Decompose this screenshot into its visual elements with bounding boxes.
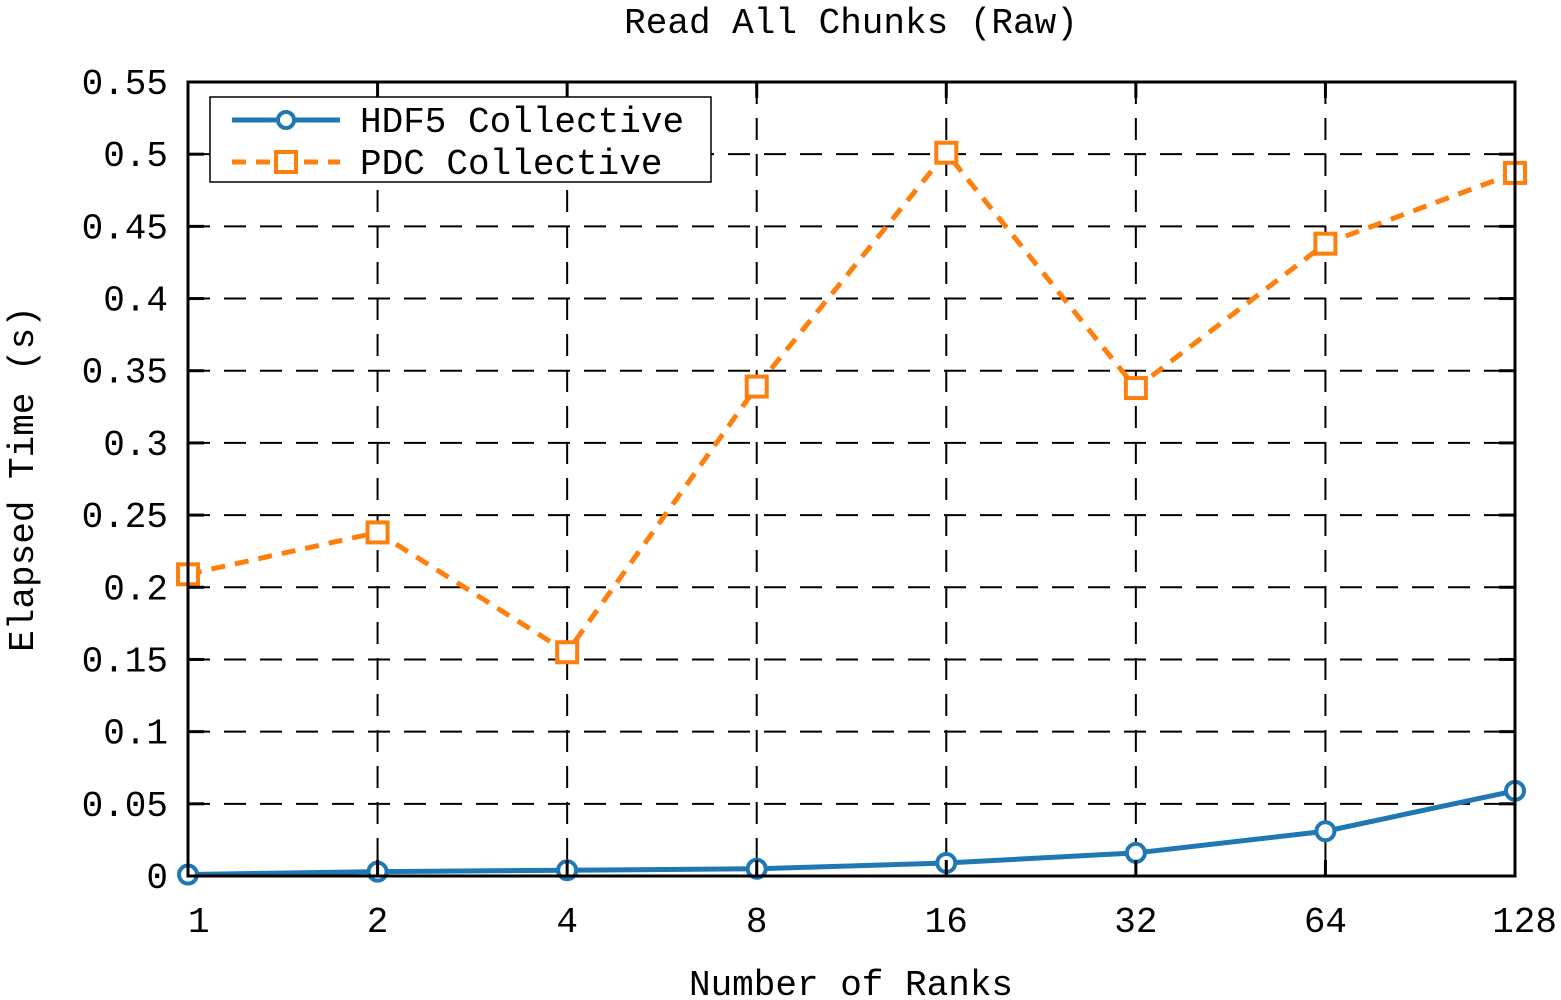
x-tick-label: 16 bbox=[925, 902, 968, 943]
plot-frame bbox=[186, 80, 1517, 878]
data-point-hdf5-collective bbox=[1124, 841, 1147, 864]
series-group bbox=[176, 140, 1527, 886]
x-tick-label: 4 bbox=[556, 902, 578, 943]
y-tick-label: 0.25 bbox=[82, 497, 168, 538]
data-point-pdc-collective bbox=[555, 640, 580, 665]
y-tick-label: 0.3 bbox=[103, 425, 168, 466]
data-point-pdc-collective bbox=[934, 140, 959, 165]
data-point-pdc-collective bbox=[365, 520, 390, 545]
chart-title: Read All Chunks (Raw) bbox=[624, 3, 1078, 44]
y-tick-label: 0.45 bbox=[82, 208, 168, 249]
legend-marker-pdc-collective bbox=[274, 150, 298, 174]
y-tick-label: 0 bbox=[146, 858, 168, 899]
y-tick-label: 0.05 bbox=[82, 786, 168, 827]
y-tick-label: 0.4 bbox=[103, 281, 168, 322]
grid-lines bbox=[188, 82, 1515, 876]
x-tick-label: 1 bbox=[188, 902, 210, 943]
x-axis-label: Number of Ranks bbox=[689, 965, 1013, 1000]
x-tick-label: 8 bbox=[746, 902, 768, 943]
x-tick-label: 2 bbox=[367, 902, 389, 943]
series-hdf5-collective bbox=[177, 779, 1526, 886]
series-line-pdc-collective bbox=[187, 150, 1516, 655]
legend-marker-hdf5-collective bbox=[276, 110, 296, 130]
y-axis-label: Elapsed Time (s) bbox=[3, 306, 44, 652]
y-tick-label: 0.1 bbox=[103, 714, 168, 755]
y-tick-label: 0.5 bbox=[103, 136, 168, 177]
series-line-hdf5-collective bbox=[185, 788, 1518, 878]
legend-label-pdc-collective: PDC Collective bbox=[360, 144, 662, 185]
data-point-pdc-collective bbox=[1313, 231, 1338, 256]
x-tick-label: 32 bbox=[1114, 902, 1157, 943]
legend-label-hdf5-collective: HDF5 Collective bbox=[360, 102, 684, 143]
series-pdc-collective bbox=[176, 140, 1527, 665]
x-tick-label: 128 bbox=[1492, 902, 1557, 943]
y-tick-label: 0.15 bbox=[82, 641, 168, 682]
legend: HDF5 Collective PDC Collective bbox=[209, 96, 712, 185]
data-point-pdc-collective bbox=[744, 374, 769, 399]
data-point-pdc-collective bbox=[1123, 376, 1148, 401]
x-tick-label: 64 bbox=[1304, 902, 1347, 943]
y-tick-label: 0.2 bbox=[103, 569, 168, 610]
data-point-hdf5-collective bbox=[1314, 820, 1337, 843]
y-tick-label: 0.55 bbox=[82, 64, 168, 105]
axis-ticks: 0 0.05 0.1 0.15 0.2 0.25 0.3 0.35 0.4 0.45 0.5 0.55… bbox=[82, 64, 1557, 943]
y-tick-label: 0.35 bbox=[82, 353, 168, 394]
